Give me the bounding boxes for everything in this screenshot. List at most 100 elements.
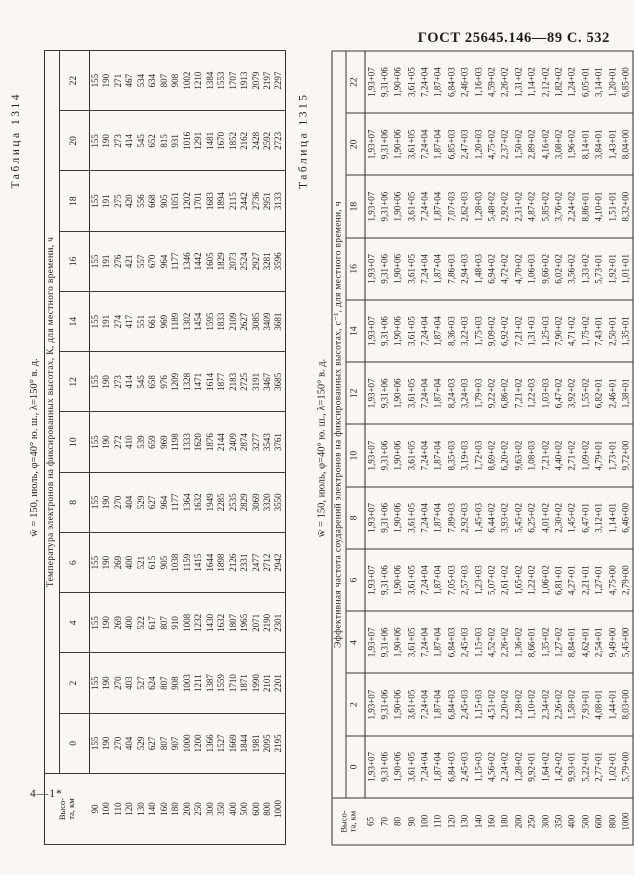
value-cell: 617 bbox=[147, 592, 159, 653]
value-cell: 2627 bbox=[239, 291, 251, 352]
value-cell: 1,87+04 bbox=[431, 51, 446, 114]
value-cell: 1949 bbox=[204, 472, 216, 533]
value-cell: 1198 bbox=[170, 412, 182, 473]
value-cell: 1644 bbox=[204, 532, 216, 593]
value-cell: 3281 bbox=[262, 231, 274, 292]
value-cell: 1,28+03 bbox=[472, 175, 486, 238]
value-cell: 8,04+00 bbox=[619, 113, 633, 176]
value-cell: 155 bbox=[89, 50, 101, 111]
height-cell: 100 bbox=[101, 773, 113, 845]
value-cell: 2927 bbox=[250, 231, 262, 292]
value-cell: 191 bbox=[101, 291, 113, 352]
value-cell: 545 bbox=[135, 110, 147, 171]
value-cell: 1990 bbox=[250, 653, 262, 714]
value-cell: 964 bbox=[158, 231, 170, 292]
value-cell: 3,61+05 bbox=[405, 673, 419, 736]
value-cell: 6,84+03 bbox=[445, 611, 459, 674]
value-cell: 1,08+03 bbox=[525, 424, 540, 487]
value-cell: 155 bbox=[89, 110, 101, 171]
value-cell: 9,31+06 bbox=[378, 237, 392, 300]
value-cell: 7,24+04 bbox=[418, 300, 432, 363]
height-cell: 600 bbox=[592, 798, 607, 845]
value-cell: 1333 bbox=[181, 412, 193, 473]
value-cell: 1,87+04 bbox=[431, 549, 446, 612]
value-cell: 9,31+06 bbox=[378, 486, 392, 549]
value-cell: 2,92+03 bbox=[458, 486, 473, 549]
value-cell: 2144 bbox=[216, 412, 228, 473]
value-cell: 2,20+02 bbox=[498, 673, 513, 736]
value-cell: 2951 bbox=[262, 171, 274, 232]
value-cell: 1,93+07 bbox=[365, 486, 379, 549]
value-cell: 155 bbox=[89, 713, 101, 774]
value-cell: 624 bbox=[147, 653, 159, 714]
height-cell: 300 bbox=[539, 798, 553, 845]
value-cell: 2073 bbox=[227, 231, 239, 292]
height-cell: 65 bbox=[365, 798, 379, 845]
height-cell: 500 bbox=[239, 773, 251, 845]
value-cell: 627 bbox=[147, 472, 159, 533]
value-cell: 5,45+02 bbox=[512, 486, 526, 549]
value-cell: 270 bbox=[112, 713, 124, 774]
value-cell: 1,22+03 bbox=[525, 362, 540, 425]
value-cell: 2,24+02 bbox=[565, 175, 580, 238]
value-cell: 2,77+01 bbox=[592, 735, 607, 798]
value-cell: 2,45+03 bbox=[458, 611, 473, 674]
value-cell: 2079 bbox=[250, 50, 262, 111]
time-header: 18 bbox=[59, 171, 90, 232]
value-cell: 6,02+02 bbox=[552, 237, 566, 300]
table-row: 600 2,77+01 4,08+01 2,54+01 1,27+01 3,12+01 4,… bbox=[592, 51, 607, 845]
value-cell: 2183 bbox=[227, 351, 239, 412]
value-cell: 3069 bbox=[250, 472, 262, 533]
value-cell: 3,61+05 bbox=[405, 611, 419, 674]
value-cell: 3681 bbox=[273, 291, 285, 352]
table-row: 200 1,28+02 1,28+02 1,36+02 1,65+02 5,45+02 9,… bbox=[512, 51, 526, 845]
value-cell: 1876 bbox=[204, 412, 216, 473]
value-cell: 2,37+02 bbox=[498, 113, 513, 176]
value-cell: 1,33+02 bbox=[579, 237, 593, 300]
value-cell: 1200 bbox=[193, 713, 205, 774]
table-row: 350 1,42+02 2,26+02 1,27+02 6,81+01 2,30+02 4,… bbox=[552, 51, 566, 845]
value-cell: 2,26+02 bbox=[498, 51, 513, 114]
table-row: 80 1,90+06 1,90+06 1,90+06 1,90+06 1,90+06 1,9… bbox=[391, 51, 406, 845]
table-block-1314: Таблица 1314 w̄ = 150, июль, φ=40° ю. ш.… bbox=[10, 50, 291, 845]
value-cell: 3,56+02 bbox=[565, 237, 580, 300]
value-cell: 2,21+01 bbox=[579, 549, 593, 612]
value-cell: 1,92+01 bbox=[606, 237, 620, 300]
value-cell: 155 bbox=[89, 171, 101, 232]
value-cell: 908 bbox=[170, 653, 182, 714]
value-cell: 1415 bbox=[193, 532, 205, 593]
value-cell: 2162 bbox=[239, 110, 251, 171]
value-cell: 1913 bbox=[239, 50, 251, 111]
value-cell: 4,01+02 bbox=[539, 486, 553, 549]
value-cell: 1605 bbox=[204, 231, 216, 292]
value-cell: 1,93+07 bbox=[365, 113, 379, 176]
value-cell: 905 bbox=[158, 171, 170, 232]
value-cell: 1202 bbox=[181, 171, 193, 232]
value-cell: 4,75+00 bbox=[606, 549, 620, 612]
value-cell: 6,20+02 bbox=[498, 424, 513, 487]
value-cell: 7,24+04 bbox=[418, 549, 432, 612]
value-cell: 4,56+02 bbox=[485, 735, 499, 798]
value-cell: 190 bbox=[101, 532, 113, 593]
value-cell: 155 bbox=[89, 592, 101, 653]
value-cell: 976 bbox=[158, 351, 170, 412]
value-cell: 190 bbox=[101, 351, 113, 412]
table-row: 350 1527 1559 1632 1898 2285 2144 1877 1833 1829 1… bbox=[216, 50, 228, 845]
value-cell: 1,24+02 bbox=[565, 51, 580, 114]
table-title: Эффективная частота соударений электроно… bbox=[332, 51, 346, 798]
value-cell: 190 bbox=[101, 412, 113, 473]
value-cell: 2428 bbox=[250, 110, 262, 171]
value-cell: 274 bbox=[112, 291, 124, 352]
value-cell: 467 bbox=[124, 50, 136, 111]
table-row: 200 1000 1003 1008 1159 1364 1333 1328 1302 1346 1… bbox=[181, 50, 193, 845]
value-cell: 910 bbox=[170, 592, 182, 653]
value-cell: 2,62+03 bbox=[458, 175, 473, 238]
value-cell: 1,93+07 bbox=[365, 673, 379, 736]
value-cell: 521 bbox=[135, 532, 147, 593]
table-row: 120 404 403 400 400 404 410 414 417 421 420 414 467 bbox=[124, 50, 136, 845]
value-cell: 1454 bbox=[193, 291, 205, 352]
value-cell: 4,08+01 bbox=[592, 673, 607, 736]
value-cell: 1291 bbox=[193, 110, 205, 171]
value-cell: 529 bbox=[135, 713, 147, 774]
value-cell: 3,61+05 bbox=[405, 549, 419, 612]
